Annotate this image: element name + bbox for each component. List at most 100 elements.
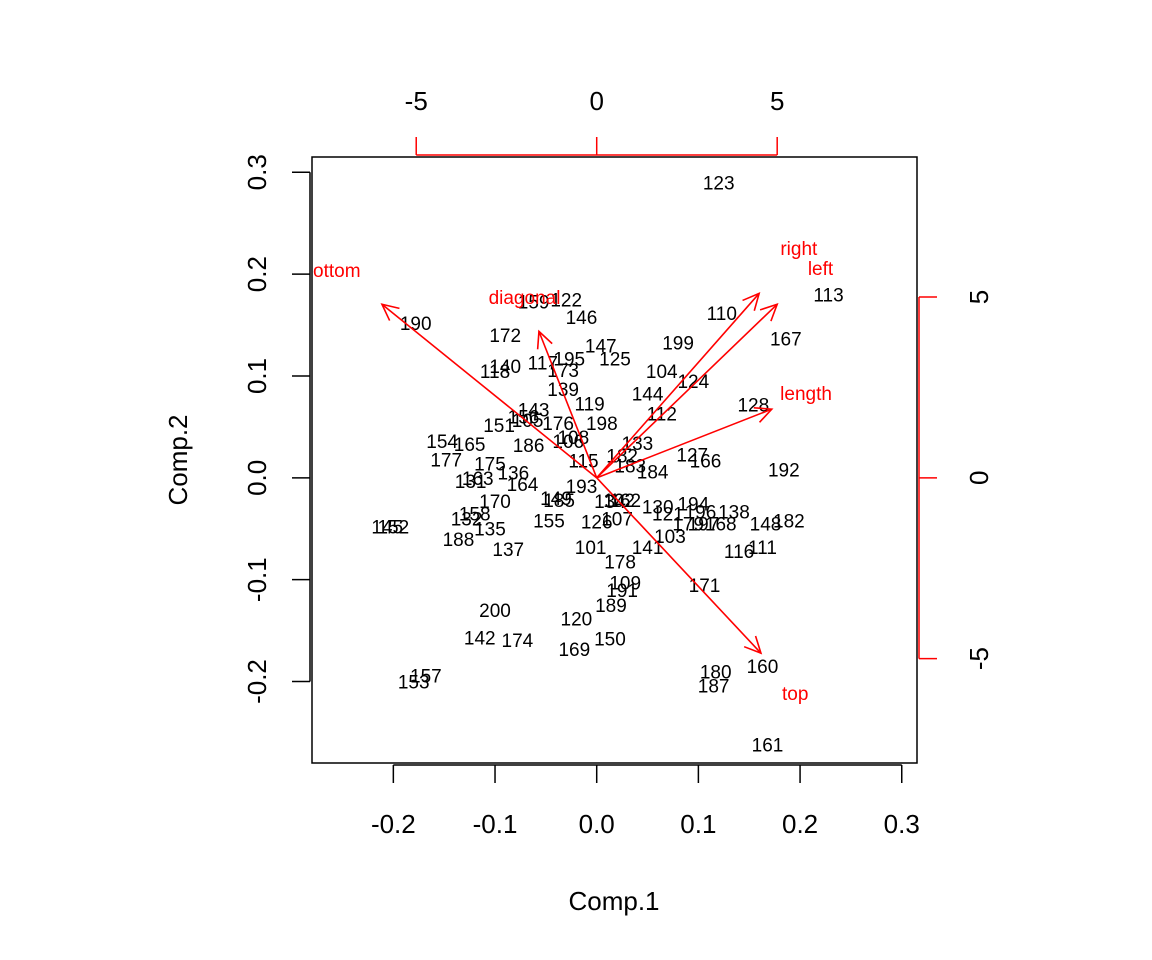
loading-arrow-length — [596, 408, 773, 479]
observation-label: 149 — [540, 489, 572, 510]
observation-label: 168 — [705, 515, 737, 536]
right-tick-label: 5 — [964, 290, 994, 304]
observation-label: 157 — [410, 666, 442, 687]
right-tick-label: 0 — [964, 471, 994, 485]
x-axis: -0.2 -0.1 0.0 0.1 0.2 0.3 — [371, 764, 920, 839]
observation-label: 176 — [542, 414, 574, 435]
y-tick-label: 0.0 — [242, 460, 272, 496]
observation-label: 167 — [770, 329, 802, 350]
y-tick-label: 0.1 — [242, 358, 272, 394]
observation-label: 160 — [747, 657, 779, 678]
observation-label: 125 — [599, 350, 631, 371]
observation-label: 140 — [489, 357, 521, 378]
loading-arrowhead-right — [742, 292, 761, 311]
observation-label: 108 — [557, 428, 589, 449]
observation-label: 193 — [566, 477, 598, 498]
observation-label: 182 — [606, 446, 638, 467]
observation-label: 158 — [459, 504, 491, 525]
observation-label: 182 — [773, 512, 805, 533]
plot-frame — [311, 156, 918, 764]
observation-label: 166 — [690, 452, 722, 473]
observation-label: 159 — [518, 293, 550, 314]
observation-label: 151 — [483, 416, 515, 437]
loading-label-right: right — [780, 239, 818, 260]
loading-label-length: length — [780, 384, 832, 405]
observation-label: 179 — [672, 515, 704, 536]
observation-label: 186 — [513, 436, 545, 457]
observation-label: 135 — [474, 520, 506, 541]
loading-arrowhead-top — [743, 635, 763, 655]
observation-label: 199 — [662, 333, 694, 354]
top-tick-label: 0 — [589, 86, 603, 116]
x-tick-label: -0.1 — [473, 809, 518, 839]
x-tick-label: -0.2 — [371, 809, 416, 839]
loading-arrow-left — [596, 303, 778, 479]
top-tick-label: -5 — [405, 86, 428, 116]
observation-label: 103 — [654, 527, 686, 548]
observation-label: 150 — [594, 630, 626, 651]
observation-label: 110 — [707, 304, 737, 325]
y-tick-label: -0.2 — [242, 659, 272, 704]
observation-label: 127 — [676, 445, 708, 466]
observation-label: 177 — [430, 450, 462, 471]
observation-label: 104 — [646, 362, 678, 383]
observation-label: 122 — [550, 291, 582, 312]
observation-label: 165 — [454, 435, 486, 456]
observation-label: 155 — [533, 512, 565, 533]
observation-label: 154 — [426, 432, 458, 453]
x-axis-title: Comp.1 — [568, 886, 659, 916]
observation-label: 109 — [609, 574, 641, 595]
observation-label: 198 — [586, 414, 618, 435]
loading-label-diagonal: diagonal — [489, 288, 561, 309]
observation-label: 107 — [601, 510, 633, 531]
y-tick-label: 0.2 — [242, 256, 272, 292]
x-tick-label: 0.3 — [884, 809, 920, 839]
observation-label: 145 — [371, 518, 403, 539]
observation-label: 138 — [718, 502, 750, 523]
observation-label: 146 — [566, 308, 598, 329]
observation-label: 187 — [698, 677, 730, 698]
observation-label: 131 — [455, 472, 487, 493]
observation-label: 101 — [575, 538, 607, 559]
observation-label: 161 — [752, 736, 784, 757]
observation-label: 190 — [400, 314, 432, 335]
loading-arrowhead-bottom — [380, 303, 400, 321]
observation-label: 123 — [703, 173, 735, 194]
observation-label: 136 — [497, 464, 529, 485]
loading-arrow-bottom — [381, 303, 598, 479]
observation-label: 169 — [558, 640, 590, 661]
loading-arrow-top — [596, 477, 762, 654]
observation-label: 142 — [464, 629, 496, 650]
observation-label: 137 — [492, 540, 524, 561]
loading-arrow-diagonal — [538, 331, 598, 479]
loading-label-left: left — [808, 259, 834, 280]
loading-arrowhead-diagonal — [536, 329, 553, 350]
observation-label: 113 — [813, 285, 843, 306]
loading-label-bottom: ottom — [313, 261, 361, 282]
observation-label: 194 — [677, 494, 709, 515]
observation-label: 195 — [553, 350, 585, 371]
observation-label: 143 — [518, 401, 550, 422]
x-tick-label: 0.0 — [579, 809, 615, 839]
secondary-x-axis: -5 0 5 — [405, 86, 784, 156]
secondary-y-axis: -5 0 5 — [918, 290, 994, 670]
observation-label: 192 — [768, 461, 800, 482]
observation-label: 115 — [568, 452, 598, 473]
loading-label-top: top — [782, 684, 808, 705]
x-tick-label: 0.2 — [782, 809, 818, 839]
observation-label: 184 — [637, 463, 669, 484]
observation-label: 148 — [750, 515, 782, 536]
top-tick-label: 5 — [770, 86, 784, 116]
observation-label: 171 — [689, 576, 721, 597]
observation-label: 128 — [737, 395, 769, 416]
observation-label: 180 — [700, 662, 732, 683]
observation-label: 141 — [632, 538, 664, 559]
observation-label: 111 — [748, 538, 777, 559]
observation-label: 178 — [604, 552, 636, 573]
right-tick-label: -5 — [964, 647, 994, 670]
loading-arrow-right — [596, 292, 760, 479]
observation-label: 175 — [474, 455, 506, 476]
y-axis-title: Comp.2 — [163, 414, 193, 505]
